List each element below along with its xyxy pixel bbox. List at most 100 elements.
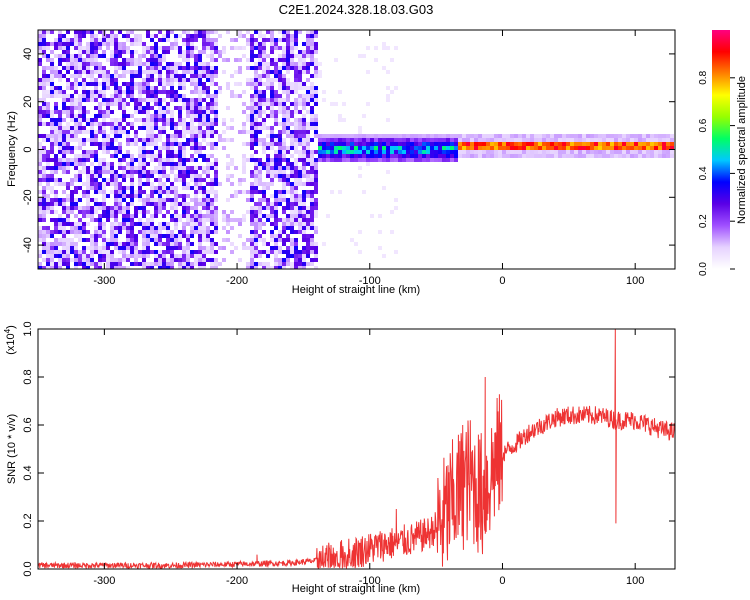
heatmap-cell [126, 58, 130, 62]
heatmap-cell [358, 126, 362, 130]
heatmap-cell [298, 198, 302, 202]
heatmap-cell [270, 86, 274, 90]
heatmap-cell [174, 238, 178, 242]
heatmap-cell [286, 114, 290, 118]
heatmap-cell [222, 138, 226, 142]
heatmap-cell [118, 266, 122, 269]
heatmap-cell [498, 146, 502, 150]
heatmap-cell [182, 74, 186, 78]
heatmap-cell [250, 266, 254, 269]
heatmap-cell [342, 118, 346, 122]
heatmap-cell [50, 66, 54, 70]
heatmap-cell [202, 246, 206, 250]
heatmap-cell [254, 62, 258, 66]
heatmap-cell [274, 262, 278, 266]
heatmap-cell [266, 170, 270, 174]
heatmap-cell [334, 142, 338, 146]
heatmap-cell [130, 198, 134, 202]
heatmap-cell [114, 170, 118, 174]
heatmap-cell [214, 118, 218, 122]
heatmap-cell [126, 30, 130, 34]
heatmap-cell [646, 142, 650, 146]
heatmap-cell [274, 238, 278, 242]
heatmap-cell [158, 186, 162, 190]
heatmap-cell [66, 186, 70, 190]
heatmap-cell [402, 150, 406, 154]
heatmap-cell [94, 174, 98, 178]
heatmap-cell [558, 142, 562, 146]
heatmap-cell [202, 50, 206, 54]
heatmap-cell [202, 66, 206, 70]
heatmap-cell [330, 154, 334, 158]
heatmap-cell [214, 102, 218, 106]
heatmap-cell [114, 146, 118, 150]
heatmap-cell [142, 154, 146, 158]
heatmap-cell [98, 126, 102, 130]
heatmap-cell [58, 166, 62, 170]
heatmap-cell [182, 142, 186, 146]
heatmap-cell [62, 198, 66, 202]
heatmap-cell [38, 46, 42, 50]
heatmap-cell [242, 34, 246, 38]
heatmap-cell [170, 214, 174, 218]
heatmap-cell [154, 78, 158, 82]
heatmap-cell [118, 158, 122, 162]
heatmap-cell [242, 190, 246, 194]
heatmap-cell [66, 162, 70, 166]
heatmap-cell [250, 214, 254, 218]
heatmap-cell [162, 170, 166, 174]
heatmap-cell [310, 82, 314, 86]
heatmap-cell [98, 214, 102, 218]
heatmap-cell [314, 46, 318, 50]
heatmap-cell [170, 110, 174, 114]
heatmap-cell [186, 262, 190, 266]
heatmap-cell [202, 238, 206, 242]
heatmap-cell [110, 162, 114, 166]
heatmap-cell [210, 134, 214, 138]
heatmap-cell [130, 154, 134, 158]
heatmap-cell [386, 142, 390, 146]
heatmap-cell [146, 66, 150, 70]
heatmap-cell [294, 66, 298, 70]
heatmap-cell [206, 174, 210, 178]
heatmap-cell [190, 198, 194, 202]
heatmap-cell [526, 142, 530, 146]
heatmap-cell [70, 94, 74, 98]
heatmap-cell [278, 110, 282, 114]
heatmap-cell [54, 66, 58, 70]
heatmap-cell [58, 86, 62, 90]
heatmap-cell [326, 158, 330, 162]
heatmap-cell [206, 194, 210, 198]
heatmap-cell [162, 166, 166, 170]
heatmap-cell [254, 178, 258, 182]
heatmap-cell [250, 66, 254, 70]
heatmap-cell [102, 202, 106, 206]
heatmap-cell [258, 34, 262, 38]
heatmap-cell [110, 242, 114, 246]
heatmap-cell [146, 194, 150, 198]
heatmap-cell [50, 262, 54, 266]
heatmap-cell [182, 182, 186, 186]
heatmap-cell [194, 174, 198, 178]
heatmap-cell [422, 138, 426, 142]
heatmap-cell [214, 178, 218, 182]
heatmap-cell [106, 254, 110, 258]
heatmap-cell [182, 118, 186, 122]
heatmap-cell [502, 150, 506, 154]
heatmap-cell [286, 202, 290, 206]
heatmap-cell [62, 166, 66, 170]
heatmap-cell [142, 98, 146, 102]
heatmap-cell [106, 214, 110, 218]
heatmap-cell [274, 158, 278, 162]
heatmap-cell [94, 242, 98, 246]
heatmap-cell [114, 190, 118, 194]
heatmap-cell [430, 138, 434, 142]
heatmap-cell [258, 182, 262, 186]
heatmap-cell [262, 242, 266, 246]
heatmap-cell [134, 110, 138, 114]
heatmap-cell [298, 202, 302, 206]
heatmap-cell [310, 54, 314, 58]
heatmap-cell [66, 218, 70, 222]
heatmap-cell [262, 222, 266, 226]
heatmap-cell [142, 138, 146, 142]
